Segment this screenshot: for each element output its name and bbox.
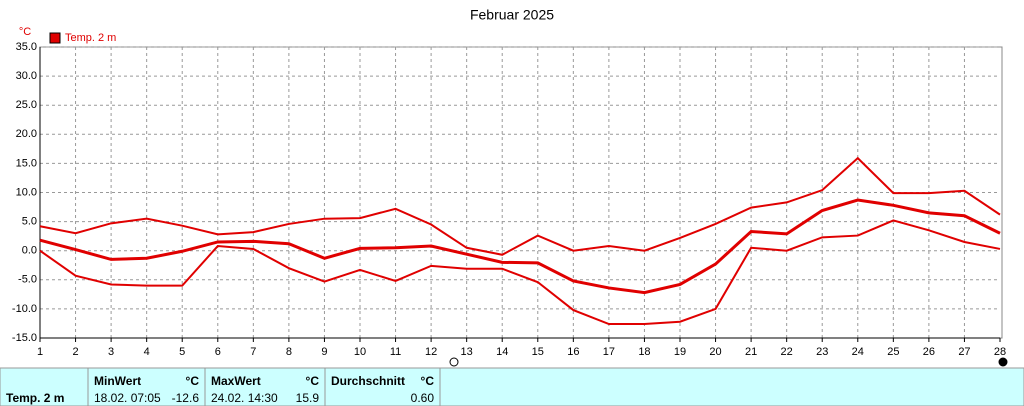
y-tick-label: -5.0 [18,274,37,286]
x-tick-label: 13 [461,346,473,358]
x-tick-label: 12 [425,346,437,358]
series-line [39,198,1001,295]
x-tick-label: 25 [887,346,899,358]
y-tick-label: 25.0 [16,99,37,111]
x-tick-label: 24 [852,346,864,358]
column-time: 24.02. 14:30 [211,391,278,405]
x-tick-label: 1 [37,346,43,358]
y-tick-label: 15.0 [16,157,37,169]
x-tick-label: 16 [567,346,579,358]
y-tick-label: 30.0 [16,70,37,82]
column-time: 18.02. 07:05 [94,391,161,405]
x-tick-label: 27 [958,346,970,358]
x-tick-label: 18 [638,346,650,358]
x-tick-label: 14 [496,346,508,358]
column-title: Durchschnitt [331,374,405,388]
x-tick-label: 22 [781,346,793,358]
y-tick-label: 35.0 [16,41,37,53]
column-value: 15.9 [296,391,320,405]
y-tick-label: -15.0 [12,332,37,344]
column-unit: °C [421,374,435,388]
x-tick-label: 4 [144,346,150,358]
x-tick-label: 6 [215,346,221,358]
table-bg [0,367,1024,406]
y-tick-label: 5.0 [22,216,37,228]
x-tick-label: 21 [745,346,757,358]
y-unit: °C [19,26,31,38]
x-tick-label: 8 [286,346,292,358]
x-tick-label: 10 [354,346,366,358]
x-tick-label: 7 [250,346,256,358]
column-value: -12.6 [172,391,200,405]
x-tick-label: 17 [603,346,615,358]
y-tick-label: -10.0 [12,303,37,315]
x-tick-label: 3 [108,346,114,358]
column-value: 0.60 [411,391,435,405]
column-unit: °C [306,374,320,388]
column-unit: °C [186,374,200,388]
legend-label: Temp. 2 m [65,32,116,44]
y-tick-label: 0.0 [22,245,37,257]
x-tick-label: 15 [532,346,544,358]
moon-icon [998,357,1008,367]
x-tick-label: 9 [321,346,327,358]
x-tick-label: 20 [709,346,721,358]
x-tick-label: 23 [816,346,828,358]
moon-icon [449,357,459,367]
x-tick-label: 11 [390,346,401,358]
series-line [39,219,1001,326]
column-title: MinWert [94,374,141,388]
x-tick-label: 5 [179,346,185,358]
x-tick-label: 28 [994,346,1006,358]
x-tick-label: 26 [923,346,935,358]
legend-swatch [49,32,61,44]
x-tick-label: 19 [674,346,686,358]
series-line [39,156,1001,256]
y-tick-label: 10.0 [16,186,37,198]
chart-title: Februar 2025 [470,7,554,23]
x-tick-label: 2 [72,346,78,358]
column-title: MaxWert [211,374,261,388]
y-tick-label: 20.0 [16,128,37,140]
table-label: Temp. 2 m [6,391,64,405]
